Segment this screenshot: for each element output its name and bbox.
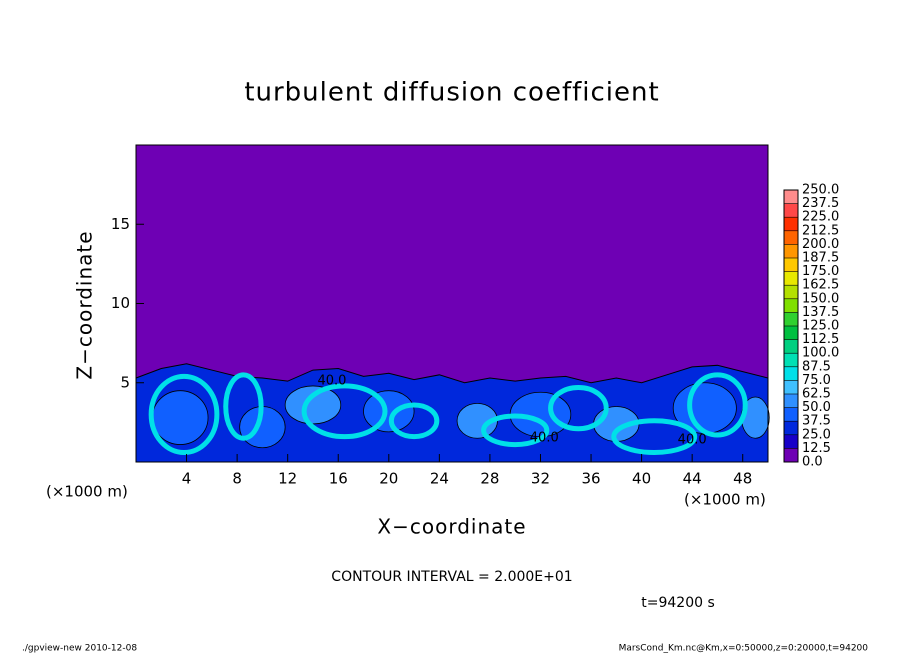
contour-label: 40.0 [678,432,707,447]
x-unit-label: (×1000 m) [684,491,766,509]
colorbar-label: 225.0 [802,210,839,225]
colorbar-cell [784,230,798,245]
colorbar-cell [784,217,798,231]
colorbar-cell [784,203,798,218]
chart-title: turbulent diffusion coefficient [244,78,659,108]
field-region [301,383,388,440]
x-tick-label: 4 [182,470,192,488]
x-tick-label: 44 [683,470,702,488]
y-tick-label: 10 [111,294,130,312]
colorbar-label: 150.0 [802,291,839,306]
colorbar-label: 250.0 [802,183,839,198]
colorbar-cell [784,394,798,408]
field-region [388,402,440,440]
colorbar-label: 137.5 [802,305,839,320]
colorbar-label: 187.5 [802,251,839,266]
footer-right: MarsCond_Km.nc@Km,x=0:50000,z=0:20000,t=… [619,644,869,654]
colorbar-cell [784,339,798,354]
x-tick-label: 28 [480,470,499,488]
x-tick-label: 16 [329,470,348,488]
colorbar-label: 125.0 [802,319,839,334]
colorbar-label: 162.5 [802,278,839,293]
x-tick-label: 32 [531,470,550,488]
colorbar-label: 200.0 [802,237,839,252]
colorbar-label: 237.5 [802,196,839,211]
colorbar-cell [784,298,798,313]
y-axis-label: Z−coordinate [73,230,97,379]
field-region [223,372,264,441]
field-region [611,418,698,455]
colorbar-cell [784,353,798,367]
x-tick-label: 12 [278,470,297,488]
colorbar-label: 212.5 [802,223,839,238]
colorbar-cell [784,326,798,340]
colorbar-cell [784,312,798,326]
x-tick-label: 24 [430,470,449,488]
x-axis-label: X−coordinate [377,515,526,539]
colorbar-label: 37.5 [802,414,831,429]
field-region [548,385,609,432]
x-tick-label: 48 [733,470,752,488]
field-region [363,390,415,433]
colorbar-label: 0.0 [802,455,823,470]
colorbar-cell [784,421,798,435]
field-region [284,385,342,425]
colorbar-cell [784,407,798,422]
y-tick-label: 15 [111,215,130,233]
field-region [687,372,748,438]
colorbar-cell [784,366,798,381]
colorbar-label: 50.0 [802,400,831,415]
colorbar-label: 75.0 [802,373,831,388]
x-tick-label: 40 [632,470,651,488]
footer-left: ./gpview-new 2010-12-08 [22,644,137,654]
colorbar-label: 112.5 [802,332,839,347]
colorbar-cell [784,190,798,204]
y-tick-label: 5 [120,373,130,391]
colorbar-cell [784,434,798,449]
colorbar-label: 25.0 [802,427,831,442]
field-region [135,363,769,463]
colorbar-label: 12.5 [802,441,831,456]
x-tick-label: 36 [581,470,600,488]
colorbar-cell [784,448,798,462]
colorbar-cell [784,285,798,299]
colorbar-cell [784,380,798,394]
time-label: t=94200 s [641,595,715,611]
field-region [481,413,550,448]
x-unit-label: (×1000 m) [46,483,128,501]
x-tick-label: 20 [379,470,398,488]
colorbar-cell [784,258,798,272]
contour-label: 40.0 [530,431,559,446]
contour-label: 40.0 [317,374,346,389]
x-tick-label: 8 [232,470,242,488]
field-region [152,390,209,445]
colorbar-label: 100.0 [802,346,839,361]
colorbar-cell [784,244,798,258]
colorbar-label: 87.5 [802,359,831,374]
field-region [148,373,220,455]
colorbar-cell [784,271,798,286]
contour-interval: CONTOUR INTERVAL = 2.000E+01 [331,569,572,585]
colorbar-label: 175.0 [802,264,839,279]
colorbar-label: 62.5 [802,387,831,402]
